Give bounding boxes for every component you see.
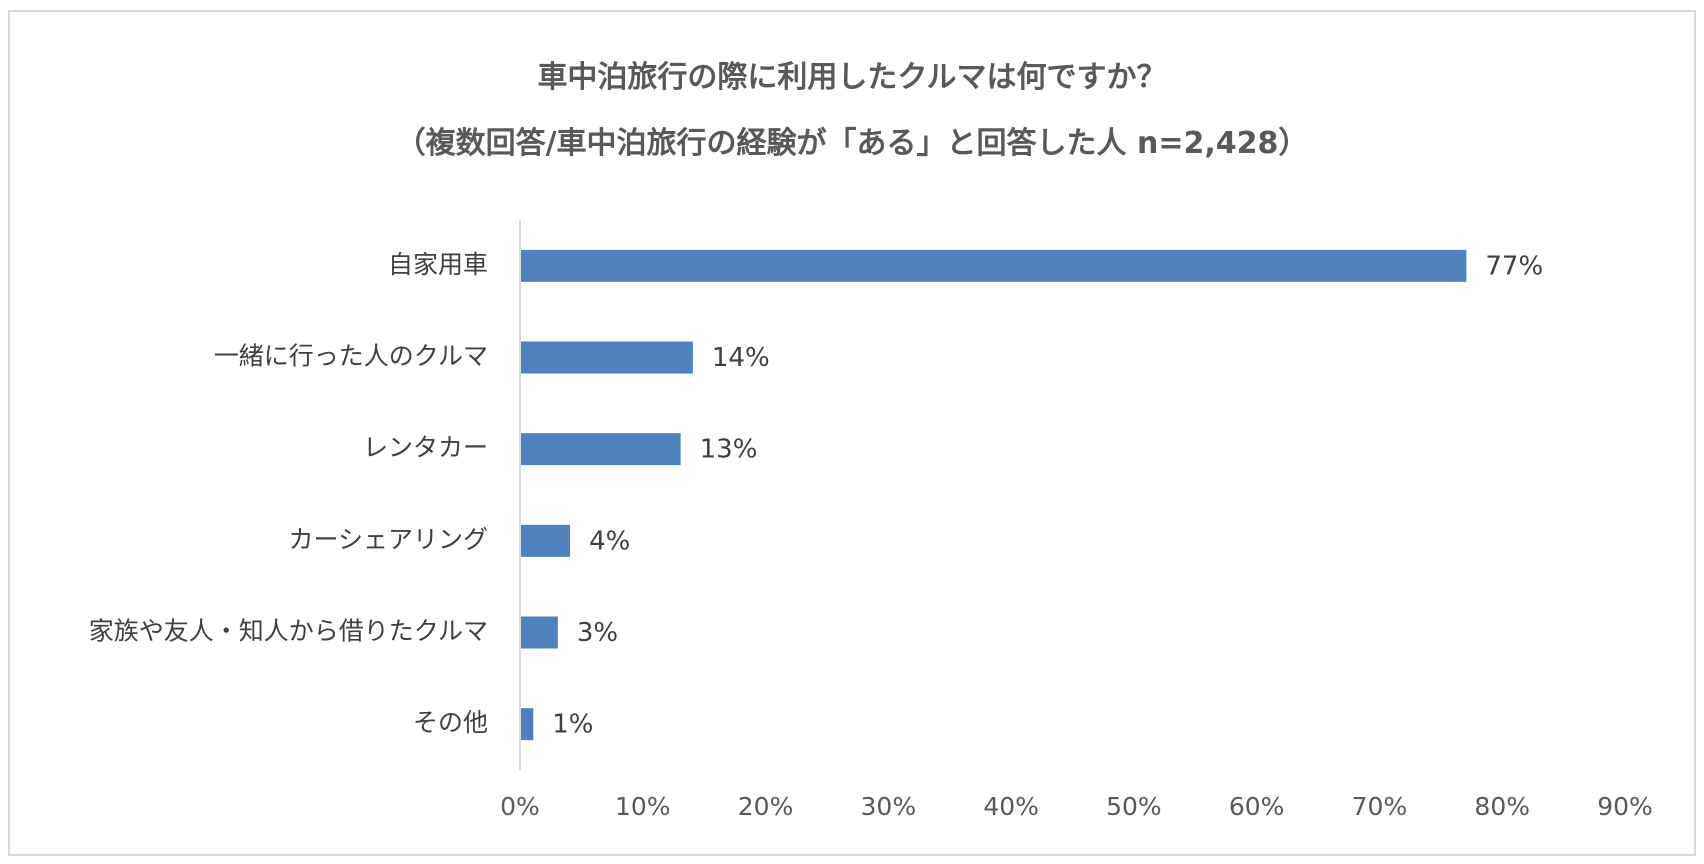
x-axis-ticks: 0% 10% 20% 30% 40% 50% 60% 70% 80% 90%	[500, 792, 1653, 821]
x-tick-label-9: 90%	[1597, 792, 1653, 821]
value-label-4: 3%	[577, 618, 618, 648]
category-label-5: その他	[413, 708, 488, 737]
x-tick-label-7: 70%	[1352, 792, 1408, 821]
category-label-1: 一緒に行った人のクルマ	[214, 342, 488, 371]
value-labels: 77% 14% 13% 4% 3% 1%	[552, 251, 1543, 739]
x-tick-label-6: 60%	[1229, 792, 1285, 821]
chart-frame	[8, 10, 1696, 856]
bar-2	[521, 433, 681, 466]
value-label-0: 77%	[1485, 251, 1543, 281]
value-label-1: 14%	[712, 343, 770, 373]
chart-title: 車中泊旅行の際に利用したクルマは何ですか？	[537, 60, 1167, 95]
x-tick-label-5: 50%	[1106, 792, 1162, 821]
bar-0	[521, 249, 1467, 282]
category-label-2: レンタカー	[363, 433, 488, 462]
x-tick-label-0: 0%	[500, 792, 540, 821]
x-tick-label-4: 40%	[983, 792, 1039, 821]
x-tick-label-8: 80%	[1474, 792, 1530, 821]
value-label-5: 1%	[552, 710, 593, 740]
x-tick-label-1: 10%	[615, 792, 671, 821]
value-label-3: 4%	[589, 526, 630, 556]
bar-4	[521, 616, 558, 649]
value-label-2: 13%	[700, 435, 758, 465]
x-tick-label-2: 20%	[738, 792, 794, 821]
category-label-3: カーシェアリング	[288, 525, 488, 554]
category-label-4: 家族や友人・知人から借りたクルマ	[89, 617, 488, 646]
bars-group	[521, 249, 1467, 741]
category-label-0: 自家用車	[388, 250, 488, 279]
category-labels: 自家用車一緒に行った人のクルマレンタカーカーシェアリング家族や友人・知人から借り…	[89, 250, 488, 737]
x-tick-label-3: 30%	[861, 792, 917, 821]
bar-1	[521, 341, 693, 374]
bar-3	[521, 524, 571, 557]
chart-subtitle: （複数回答/車中泊旅行の経験が「ある」と回答した人 n=2,428）	[395, 126, 1309, 161]
bar-5	[521, 708, 534, 741]
